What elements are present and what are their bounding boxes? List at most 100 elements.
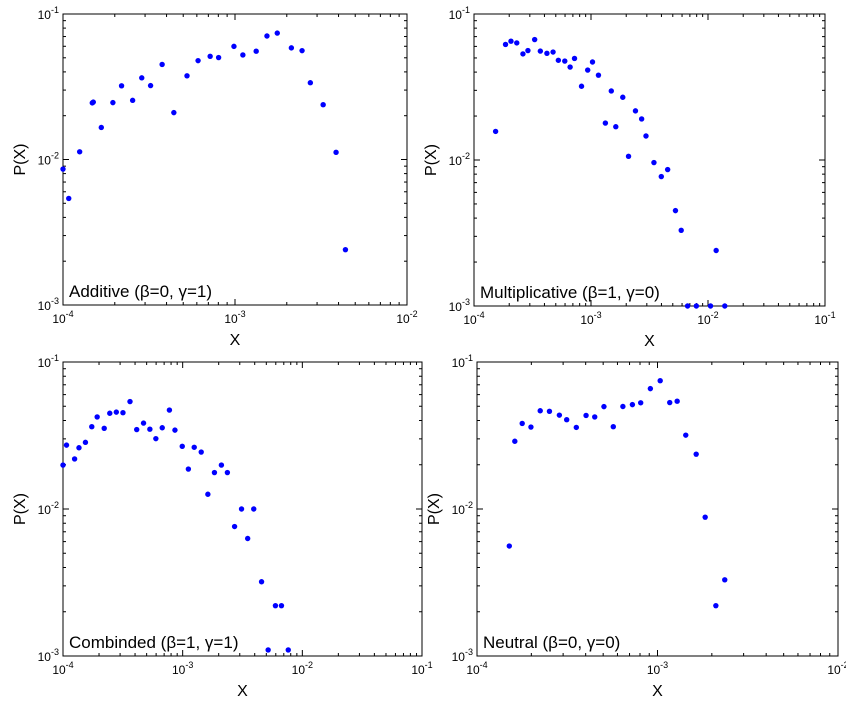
data-point: [589, 59, 596, 65]
data-point: [638, 116, 645, 122]
data-point: [492, 128, 499, 135]
data-point: [278, 602, 285, 609]
data-point: [238, 506, 245, 512]
y-tick-label: 10-2: [38, 151, 59, 168]
data-point: [66, 195, 72, 202]
y-tick-label: 10-3: [449, 297, 470, 314]
data-point: [185, 466, 192, 472]
data-point: [120, 409, 126, 416]
x-tick-label: 10-2: [396, 309, 417, 326]
data-point: [584, 67, 591, 73]
y-tick-label: 10-3: [38, 296, 59, 313]
data-point: [299, 47, 305, 54]
data-point: [667, 399, 673, 406]
tick-marks: [476, 361, 839, 657]
data-point: [508, 38, 514, 44]
data-point: [683, 432, 689, 438]
data-points: [492, 36, 728, 309]
x-axis-label: X: [230, 332, 241, 349]
data-point: [651, 159, 657, 166]
x-tick-label: 10-2: [292, 660, 313, 677]
data-point: [562, 58, 568, 64]
chart-panel-2: 10-4 10-3 10-2 10-110-310-210-1XP(X)Multipl…: [423, 5, 836, 350]
x-tick-label: 10-4: [52, 660, 73, 677]
y-tick-label: 10-2: [38, 500, 59, 517]
data-point: [550, 49, 556, 55]
y-tick-label: 10-1: [449, 5, 470, 22]
data-point: [610, 423, 616, 430]
data-point: [127, 398, 133, 405]
y-tick-label: 10-1: [452, 353, 473, 370]
data-point: [153, 435, 159, 442]
data-point: [94, 414, 100, 420]
data-point: [620, 403, 626, 410]
data-point: [555, 57, 562, 63]
data-point: [172, 427, 178, 433]
data-point: [98, 124, 105, 131]
x-tick-label: 10-3: [580, 310, 601, 327]
data-point: [71, 456, 78, 462]
data-point: [179, 443, 185, 450]
data-point: [528, 424, 534, 430]
data-point: [525, 47, 531, 54]
data-point: [147, 426, 153, 432]
data-point: [101, 425, 107, 431]
data-point: [333, 149, 339, 156]
data-point: [657, 378, 663, 384]
data-point: [107, 410, 113, 416]
data-point: [307, 80, 314, 86]
data-point: [184, 73, 190, 79]
y-tick-label: 10-1: [38, 353, 59, 370]
x-tick-label: 10-4: [52, 309, 73, 326]
x-axis-label: X: [237, 683, 248, 700]
data-point: [253, 48, 259, 54]
data-point: [231, 43, 237, 50]
data-point: [571, 55, 578, 62]
y-tick-label: 10-2: [449, 151, 470, 168]
plot-area: [473, 13, 826, 307]
chart-panel-3: 10-4 10-3 10-2 10-110-310-210-1XP(X)Combind…: [12, 353, 433, 700]
data-points: [60, 30, 349, 253]
y-tick-label: 10-2: [452, 500, 473, 517]
data-point: [707, 303, 714, 309]
data-point: [693, 303, 700, 309]
data-point: [713, 247, 719, 254]
data-point: [224, 469, 231, 476]
data-point: [556, 412, 563, 418]
data-point: [60, 166, 66, 172]
data-point: [251, 506, 257, 512]
data-point: [625, 153, 632, 160]
data-point: [629, 401, 636, 408]
data-point: [272, 602, 279, 609]
data-point: [231, 523, 238, 530]
data-point: [147, 82, 154, 89]
panel-annotation: Combinded (β=1, γ=1): [69, 633, 238, 652]
data-point: [674, 398, 680, 404]
data-point: [519, 420, 525, 427]
data-point: [537, 408, 543, 414]
data-point: [512, 438, 518, 444]
data-point: [595, 72, 602, 78]
data-point: [320, 102, 326, 108]
y-tick-label: 10-3: [452, 647, 473, 664]
data-point: [171, 109, 177, 116]
data-point: [215, 54, 222, 61]
data-point: [537, 48, 544, 54]
data-point: [288, 45, 295, 51]
data-point: [592, 414, 598, 420]
data-point: [244, 535, 251, 542]
x-tick-label: 10-1: [814, 310, 835, 327]
chart-panel-1: 10-4 10-3 10-210-310-210-1XP(X)Additive (β…: [12, 5, 418, 349]
data-point: [140, 420, 147, 426]
data-point: [702, 514, 708, 520]
x-tick-label: 10-3: [647, 660, 668, 677]
data-point: [110, 99, 116, 106]
x-axis-label: X: [644, 333, 655, 350]
plot-area: [476, 361, 839, 657]
data-point: [684, 303, 691, 309]
y-axis-label: P(X): [12, 493, 29, 525]
data-point: [664, 166, 671, 173]
data-point: [544, 50, 550, 57]
data-point: [502, 41, 509, 48]
data-point: [76, 445, 82, 451]
